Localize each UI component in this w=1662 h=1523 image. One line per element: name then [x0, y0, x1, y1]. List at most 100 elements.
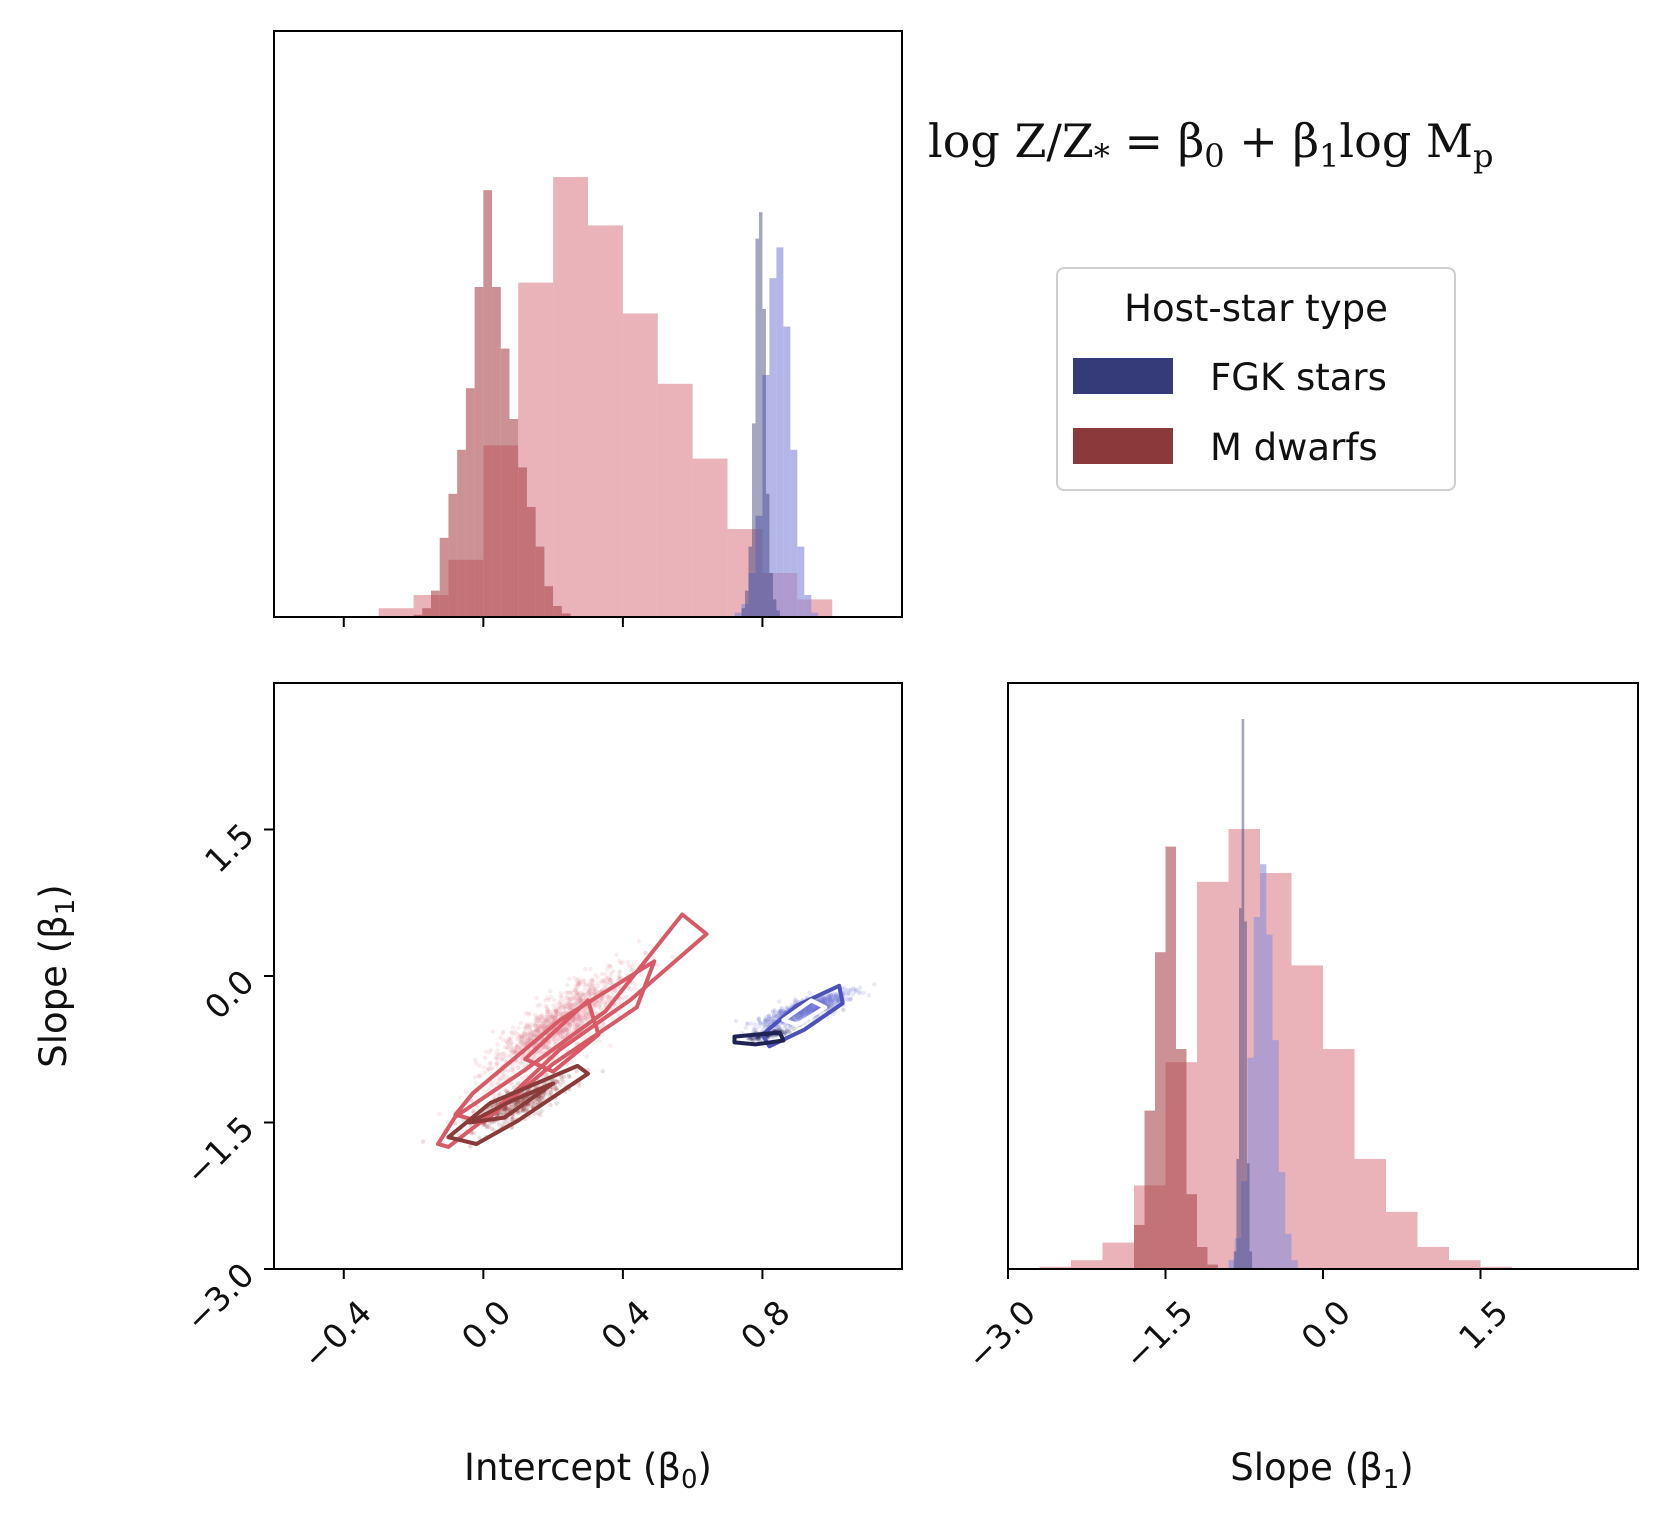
- scatter-point-m-dwarfs-light: [544, 1019, 549, 1024]
- scatter-point-m-dwarfs-light: [608, 996, 613, 1001]
- scatter-point-m-dwarfs-light: [524, 1038, 529, 1043]
- scatter-point-m-dwarfs-light: [502, 1073, 507, 1078]
- scatter-point-m-dwarfs-light: [510, 1025, 516, 1030]
- scatter-point-fgk-stars-light: [804, 1009, 810, 1015]
- scatter-point-m-dwarfs-light: [521, 1039, 527, 1045]
- scatter-point-fgk-stars-light: [749, 1021, 754, 1026]
- scatter-point-m-dwarfs-light: [655, 962, 660, 968]
- scatter-point-m-dwarfs-light: [513, 1059, 519, 1065]
- scatter-point-m-dwarfs-light: [474, 1060, 479, 1066]
- hist-bar-fgk-stars-light: [776, 247, 784, 617]
- scatter-point-m-dwarfs-light: [522, 1041, 528, 1047]
- scatter-point-m-dwarfs-light: [519, 1041, 524, 1046]
- scatter-point-m-dwarfs-light: [608, 981, 613, 986]
- scatter-point-fgk-stars-light: [803, 1011, 808, 1017]
- scatter-point-m-dwarfs-dark: [503, 1088, 509, 1094]
- scatter-point-m-dwarfs-light: [532, 1029, 538, 1034]
- scatter-point-m-dwarfs-light: [525, 1033, 531, 1038]
- hist-bar-fgk-stars-light: [741, 603, 749, 617]
- scatter-point-fgk-stars-light: [767, 1017, 772, 1022]
- scatter-point-m-dwarfs-dark: [505, 1107, 510, 1113]
- scatter-point-m-dwarfs-light: [517, 1045, 522, 1051]
- scatter-point-m-dwarfs-dark: [513, 1102, 519, 1108]
- scatter-point-fgk-stars-light: [756, 1016, 762, 1021]
- scatter-point-fgk-stars-light: [797, 1013, 803, 1018]
- scatter-point-fgk-stars-light: [857, 989, 862, 995]
- hist-bar-fgk-stars-dark: [745, 590, 749, 617]
- scatter-point-fgk-stars-light: [762, 1022, 767, 1027]
- scatter-point-m-dwarfs-light: [543, 1043, 548, 1048]
- scatter-point-fgk-stars-light: [807, 1004, 812, 1009]
- scatter-point-m-dwarfs-light: [580, 1018, 585, 1023]
- scatter-point-m-dwarfs-light: [577, 981, 582, 986]
- hist-bar-m-dwarfs-dark: [422, 608, 431, 617]
- scatter-point-m-dwarfs-light: [541, 1017, 547, 1023]
- scatter-point-fgk-stars-light: [776, 1011, 781, 1017]
- hist-bar-fgk-stars-dark: [1236, 1159, 1239, 1269]
- scatter-point-m-dwarfs-dark: [518, 1109, 523, 1114]
- scatter-point-m-dwarfs-light: [578, 997, 583, 1002]
- scatter-point-m-dwarfs-light: [488, 1060, 494, 1066]
- scatter-point-m-dwarfs-light: [627, 986, 633, 992]
- scatter-point-fgk-stars-light: [794, 999, 799, 1004]
- scatter-point-fgk-stars-light: [779, 1027, 784, 1032]
- scatter-point-m-dwarfs-light: [534, 1028, 539, 1033]
- scatter-point-m-dwarfs-light: [546, 997, 552, 1003]
- scatter-point-fgk-stars-light: [835, 998, 840, 1004]
- scatter-point-m-dwarfs-dark: [486, 1124, 492, 1130]
- scatter-point-fgk-stars-light: [775, 1013, 780, 1019]
- scatter-point-m-dwarfs-light: [541, 1045, 546, 1050]
- scatter-point-m-dwarfs-light: [575, 1016, 581, 1021]
- scatter-point-fgk-stars-light: [834, 994, 840, 1000]
- scatter-point-m-dwarfs-light: [582, 986, 587, 992]
- scatter-point-m-dwarfs-light: [540, 1024, 545, 1030]
- scatter-point-fgk-stars-light: [756, 1017, 761, 1022]
- scatter-point-m-dwarfs-light: [584, 983, 590, 988]
- scatter-point-m-dwarfs-light: [572, 1023, 578, 1028]
- scatter-point-m-dwarfs-dark: [523, 1107, 528, 1112]
- scatter-point-fgk-stars-light: [819, 999, 825, 1004]
- scatter-point-fgk-stars-light: [831, 1000, 836, 1005]
- scatter-point-fgk-stars-light: [840, 1007, 846, 1012]
- scatter-point-m-dwarfs-light: [513, 1029, 518, 1034]
- scatter-point-fgk-stars-light: [799, 1010, 804, 1016]
- scatter-point-m-dwarfs-light: [540, 1015, 546, 1020]
- scatter-point-m-dwarfs-dark: [548, 1089, 554, 1095]
- scatter-point-m-dwarfs-light: [617, 970, 622, 975]
- scatter-point-m-dwarfs-light: [551, 1003, 556, 1008]
- scatter-point-fgk-stars-light: [797, 1012, 803, 1017]
- scatter-point-m-dwarfs-light: [485, 1066, 491, 1071]
- scatter-point-m-dwarfs-light: [591, 1001, 596, 1006]
- scatter-point-fgk-stars-light: [820, 997, 825, 1002]
- hist-bar-m-dwarfs-light: [1323, 1049, 1355, 1269]
- scatter-point-m-dwarfs-dark: [552, 1086, 558, 1091]
- scatter-point-m-dwarfs-light: [527, 1036, 532, 1042]
- scatter-point-m-dwarfs-light: [463, 1089, 468, 1094]
- scatter-point-fgk-stars-light: [804, 1009, 809, 1014]
- scatter-point-fgk-stars-light: [804, 1006, 810, 1012]
- scatter-point-m-dwarfs-light: [559, 1002, 564, 1007]
- scatter-point-fgk-stars-light: [764, 1023, 770, 1028]
- scatter-point-m-dwarfs-light: [563, 990, 569, 996]
- scatter-point-m-dwarfs-light: [554, 1032, 560, 1037]
- scatter-point-m-dwarfs-light: [536, 1023, 542, 1029]
- scatter-point-m-dwarfs-light: [525, 1031, 531, 1037]
- scatter-point-m-dwarfs-light: [501, 1071, 506, 1077]
- scatter-point-m-dwarfs-light: [574, 989, 580, 995]
- scatter-point-m-dwarfs-light: [592, 991, 597, 996]
- scatter-point-m-dwarfs-light: [573, 987, 579, 993]
- scatter-point-m-dwarfs-light: [599, 996, 604, 1001]
- scatter-point-fgk-stars-light: [834, 997, 840, 1003]
- scatter-point-m-dwarfs-light: [503, 1039, 509, 1044]
- scatter-point-fgk-stars-light: [745, 1021, 750, 1026]
- scatter-point-m-dwarfs-light: [559, 994, 564, 999]
- scatter-point-m-dwarfs-light: [548, 1012, 553, 1017]
- scatter-point-m-dwarfs-light: [511, 1050, 517, 1055]
- scatter-point-m-dwarfs-light: [564, 1029, 569, 1035]
- scatter-point-m-dwarfs-dark: [567, 1074, 572, 1080]
- scatter-point-m-dwarfs-light: [496, 1081, 501, 1086]
- scatter-point-m-dwarfs-light: [511, 1069, 517, 1075]
- scatter-point-m-dwarfs-light: [501, 1074, 506, 1080]
- scatter-point-fgk-stars-light: [848, 987, 854, 992]
- scatter-point-m-dwarfs-light: [564, 1025, 569, 1031]
